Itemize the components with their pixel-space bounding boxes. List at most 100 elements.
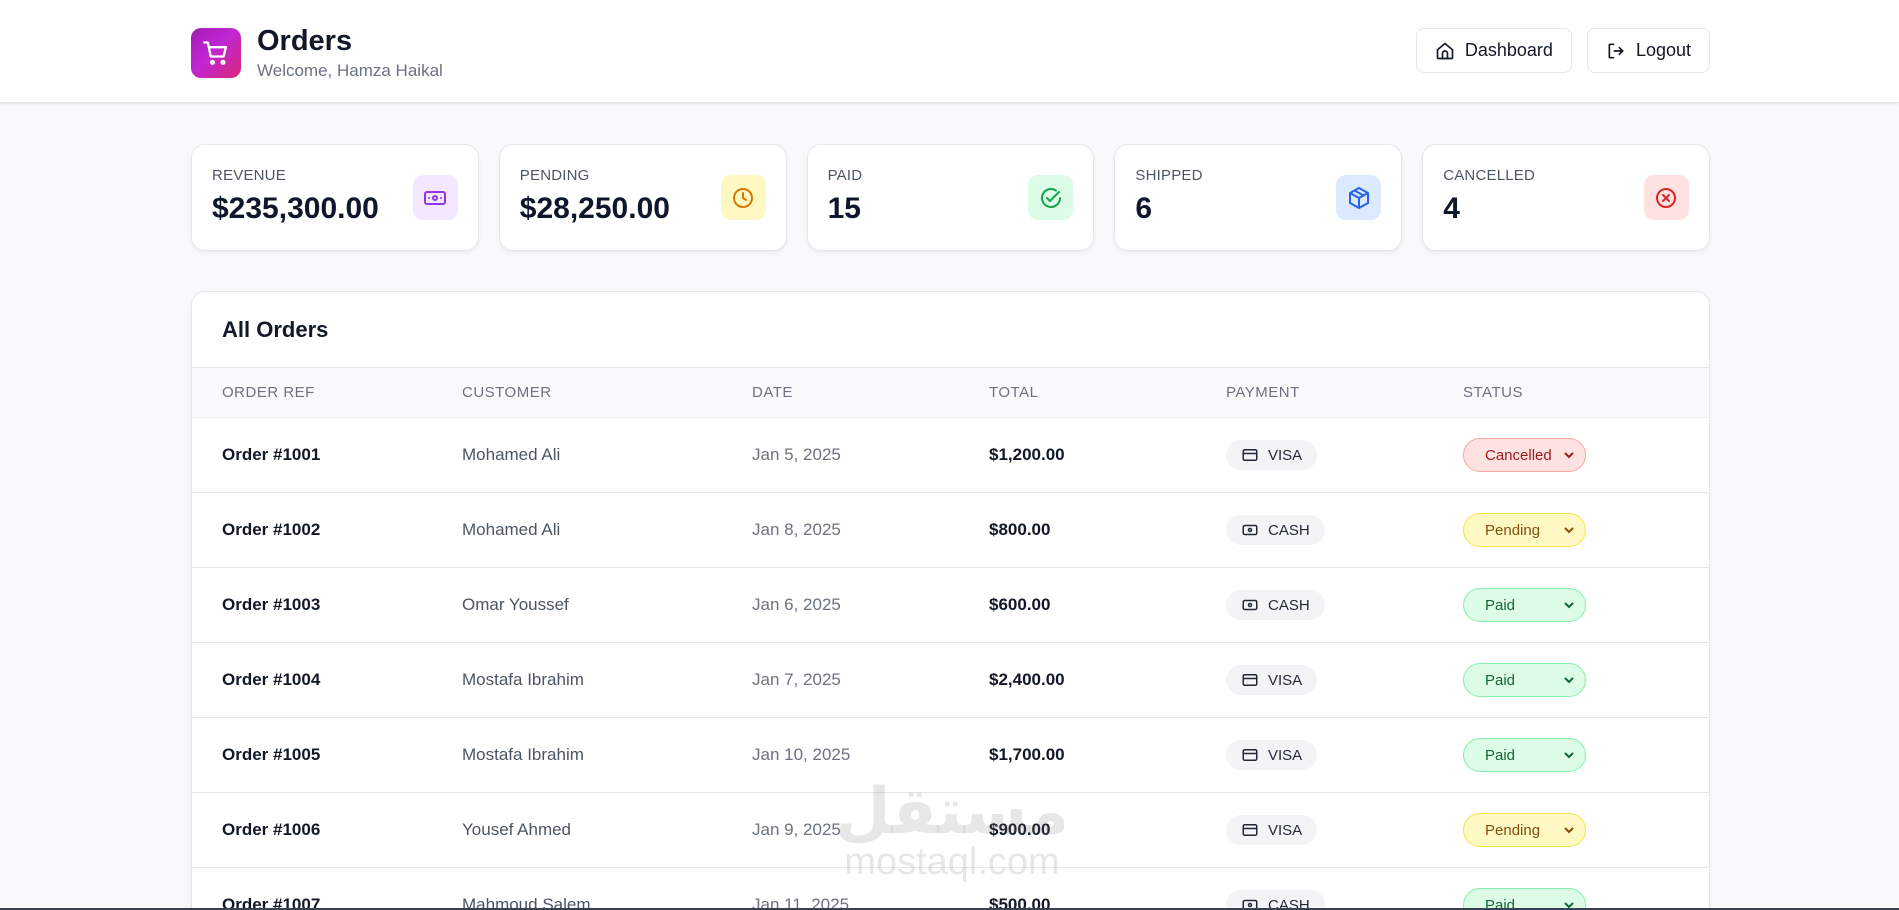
stat-label: REVENUE — [212, 167, 286, 184]
payment-badge: CASH — [1226, 515, 1325, 545]
logout-label: Logout — [1635, 40, 1691, 60]
shopping-cart-icon — [191, 28, 241, 78]
status-select[interactable]: Paid — [1463, 588, 1586, 622]
order-date: Jan 8, 2025 — [752, 520, 841, 539]
orders-table-card: All Orders ORDER REF CUSTOMER DATE TOTAL… — [191, 291, 1710, 910]
stat-value: 6 — [1135, 192, 1153, 225]
stat-card-shipped: SHIPPED 6 — [1114, 144, 1403, 251]
order-ref: Order #1005 — [222, 745, 321, 764]
payment-badge: VISA — [1226, 665, 1318, 695]
column-header-date: DATE — [752, 384, 793, 401]
brand: Orders Welcome, Hamza Haikal — [191, 25, 443, 81]
customer-name: Mostafa Ibrahim — [462, 670, 584, 689]
table-row: Order #1001 Mohamed Ali Jan 5, 2025 $1,2… — [192, 418, 1709, 493]
order-ref: Order #1004 — [222, 670, 321, 689]
order-date: Jan 10, 2025 — [752, 745, 851, 764]
order-total: $500.00 — [989, 895, 1051, 910]
stat-card-revenue: REVENUE $235,300.00 — [191, 144, 479, 251]
payment-badge: VISA — [1226, 740, 1318, 770]
orders-title: All Orders — [192, 292, 1709, 368]
chevron-down-icon — [1564, 902, 1574, 909]
order-total: $600.00 — [989, 595, 1051, 614]
top-bar: Orders Welcome, Hamza Haikal Dashboard L… — [0, 0, 1899, 103]
home-icon — [1436, 42, 1454, 59]
order-total: $800.00 — [989, 520, 1051, 539]
order-ref: Order #1002 — [222, 520, 321, 539]
stat-label: CANCELLED — [1443, 167, 1536, 184]
customer-name: Omar Youssef — [462, 595, 569, 614]
page-title: Orders — [257, 25, 353, 57]
order-total: $900.00 — [989, 820, 1051, 839]
credit-card-icon — [1242, 749, 1258, 761]
chevron-down-icon — [1564, 527, 1574, 534]
package-icon — [1336, 175, 1382, 220]
stat-value: $28,250.00 — [519, 192, 670, 225]
customer-name: Mohamed Ali — [462, 520, 561, 539]
column-header-order-ref: ORDER REF — [222, 384, 315, 401]
status-select[interactable]: Cancelled — [1463, 438, 1586, 472]
status-select[interactable]: Paid — [1463, 663, 1586, 697]
status-select[interactable]: Pending — [1463, 513, 1586, 547]
column-header-total: TOTAL — [989, 384, 1039, 401]
column-header-payment: PAYMENT — [1226, 384, 1300, 401]
customer-name: Mahmoud Salem — [462, 895, 591, 910]
customer-name: Mohamed Ali — [462, 445, 561, 464]
column-header-status: STATUS — [1463, 384, 1523, 401]
clock-icon — [720, 175, 766, 220]
chevron-down-icon — [1564, 752, 1574, 759]
chevron-down-icon — [1564, 827, 1574, 834]
dashboard-label: Dashboard — [1464, 40, 1553, 60]
chevron-down-icon — [1564, 677, 1574, 684]
stat-card-cancelled: CANCELLED 4 — [1422, 144, 1710, 251]
order-total: $1,200.00 — [989, 445, 1065, 464]
order-total: $2,400.00 — [989, 670, 1065, 689]
credit-card-icon — [1242, 674, 1258, 686]
stat-value: 15 — [827, 192, 861, 225]
order-total: $1,700.00 — [989, 745, 1065, 764]
stats-row: REVENUE $235,300.00 PENDING $28,250.00 P… — [191, 144, 1710, 251]
check-circle-icon — [1028, 175, 1074, 220]
header-nav: Dashboard Logout — [1415, 28, 1710, 73]
payment-badge: VISA — [1226, 815, 1318, 845]
x-circle-icon — [1643, 175, 1689, 220]
cash-icon — [412, 175, 458, 220]
column-header-customer: CUSTOMER — [462, 384, 552, 401]
stat-card-paid: PAID 15 — [806, 144, 1095, 251]
window-bottom-edge — [0, 908, 1899, 910]
stat-label: PENDING — [519, 167, 590, 184]
order-ref: Order #1001 — [222, 445, 321, 464]
status-select[interactable]: Paid — [1463, 888, 1586, 910]
chevron-down-icon — [1564, 452, 1574, 459]
table-row: Order #1003 Omar Youssef Jan 6, 2025 $60… — [192, 568, 1709, 643]
status-select[interactable]: Pending — [1463, 813, 1586, 847]
payment-badge: CASH — [1226, 590, 1325, 620]
customer-name: Mostafa Ibrahim — [462, 745, 584, 764]
cash-icon — [1242, 599, 1258, 611]
order-ref: Order #1003 — [222, 595, 321, 614]
order-date: Jan 7, 2025 — [752, 670, 841, 689]
credit-card-icon — [1242, 449, 1258, 461]
welcome-text: Welcome, Hamza Haikal — [257, 61, 443, 80]
logout-button[interactable]: Logout — [1586, 28, 1710, 73]
stat-value: 4 — [1443, 192, 1460, 225]
table-row: Order #1002 Mohamed Ali Jan 8, 2025 $800… — [192, 493, 1709, 568]
chevron-down-icon — [1564, 602, 1574, 609]
customer-name: Yousef Ahmed — [462, 820, 572, 839]
order-date: Jan 11, 2025 — [752, 895, 850, 910]
cash-icon — [1242, 524, 1258, 536]
payment-badge: VISA — [1226, 440, 1318, 470]
table-row: Order #1006 Yousef Ahmed Jan 9, 2025 $90… — [192, 793, 1709, 868]
stat-value: $235,300.00 — [212, 192, 379, 225]
status-select[interactable]: Paid — [1463, 738, 1586, 772]
stat-label: SHIPPED — [1135, 167, 1203, 184]
order-date: Jan 6, 2025 — [752, 595, 841, 614]
table-header: ORDER REF CUSTOMER DATE TOTAL PAYMENT ST… — [192, 368, 1709, 418]
order-date: Jan 5, 2025 — [752, 445, 841, 464]
table-row: Order #1005 Mostafa Ibrahim Jan 10, 2025… — [192, 718, 1709, 793]
order-date: Jan 9, 2025 — [752, 820, 841, 839]
logout-icon — [1608, 43, 1624, 59]
dashboard-button[interactable]: Dashboard — [1415, 28, 1572, 73]
order-ref: Order #1006 — [222, 820, 321, 839]
order-ref: Order #1007 — [222, 895, 321, 910]
stat-label: PAID — [827, 167, 863, 184]
